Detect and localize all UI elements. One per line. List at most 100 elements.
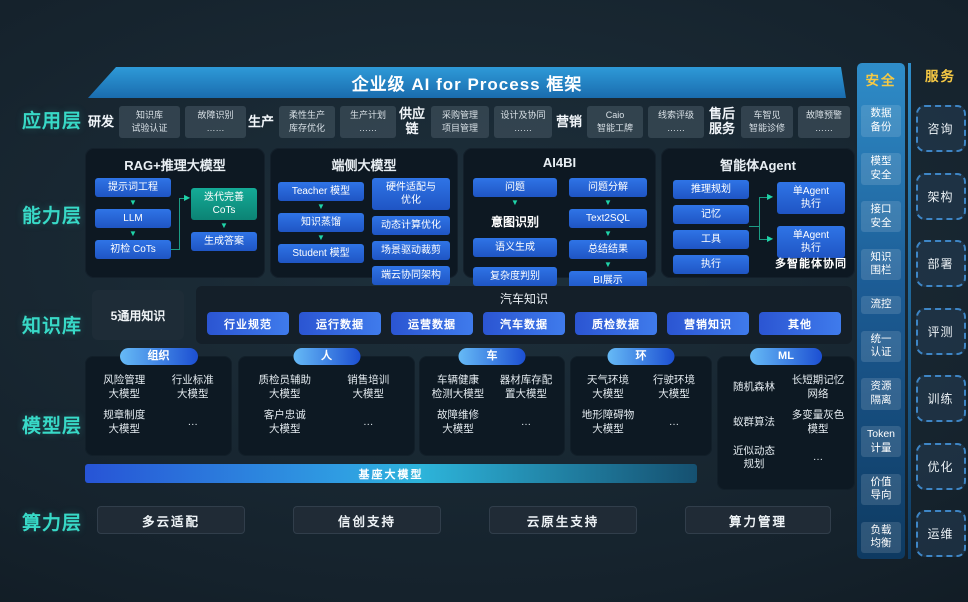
services-header: 服务 <box>925 69 956 84</box>
chip-line: 智能诊修 <box>748 123 785 133</box>
card-title: RAG+推理大模型 <box>124 158 226 173</box>
card-title: 智能体Agent <box>720 158 796 173</box>
app-group-label: 营销 <box>556 113 583 129</box>
edge-feature: 动态计算优化 <box>372 216 450 235</box>
framework-title-banner: 企业级 AI for Process 框架 <box>88 67 846 98</box>
model-card-environment: 环 天气环境 大模型 行驶环境 大模型 地形障碍物 大模型 … <box>570 348 712 456</box>
service-item: 架构 <box>915 172 966 220</box>
ai4bi-decompose: 问题分解 <box>569 178 647 197</box>
arrow-down-icon: ▼ <box>129 198 137 207</box>
multi-agent-note: 多智能体协同 <box>775 258 847 270</box>
capability-card-ai4bi: AI4BI 问题 ▼ 意图识别 语义生成 复杂度判别 问题分解 ▼ Text2S… <box>463 148 656 290</box>
app-group-label: 生产 <box>248 113 275 129</box>
ai4bi-summarize: 总结结果 <box>569 240 647 259</box>
knowledge-chip: 质检数据 <box>575 312 657 335</box>
knowledge-chip: 运营数据 <box>391 312 473 335</box>
ai4bi-intent-recognition: 意图识别 <box>490 215 539 229</box>
ai4bi-semantic-generation: 语义生成 <box>473 238 557 257</box>
card-title: 端侧大模型 <box>331 158 397 173</box>
model-item: 多变量灰色 模型 <box>791 409 845 435</box>
model-item: 天气环境 大模型 <box>587 374 629 400</box>
security-item: 模型 安全 <box>861 153 901 185</box>
chip-line: 知识库 <box>136 110 164 121</box>
app-chip: Caio 智能工牌 <box>587 106 644 138</box>
chip-line: 故障识别 <box>197 110 234 121</box>
ai4bi-text2sql: Text2SQL <box>569 209 647 228</box>
security-column: 安全 数据 备份 模型 安全 接口 安全 知识 围栏 流控 统一 认证 资源 隔… <box>857 63 905 559</box>
services-column: 服务 咨询 架构 部署 评测 训练 优化 运维 <box>913 63 968 559</box>
app-chip: 知识库 试验认证 <box>119 106 181 138</box>
agent-tools: 工具 <box>673 230 749 249</box>
app-group-label: 供应链 <box>398 106 425 136</box>
security-item: Token 计量 <box>861 426 901 458</box>
connector-line <box>759 239 767 240</box>
services-divider <box>908 63 911 559</box>
model-item: 行驶环境 大模型 <box>653 374 695 400</box>
ai4bi-question: 问题 <box>473 178 557 197</box>
model-pill: 组织 <box>119 348 198 365</box>
connector-line <box>759 197 767 198</box>
app-group-aftersales: 售后服务 车智见 智能诊修 故障预警 …… <box>708 100 850 144</box>
edge-distillation: 知识蒸馏 <box>278 213 364 232</box>
security-item: 流控 <box>861 296 901 315</box>
knowledge-chip: 行业规范 <box>207 312 289 335</box>
framework-title: 企业级 AI for Process 框架 <box>351 75 583 94</box>
model-item-ellipsis: … <box>187 416 199 429</box>
model-item: 蚁群算法 <box>733 416 775 429</box>
model-item: 故障维修 大模型 <box>437 409 479 435</box>
card-title: AI4BI <box>542 155 577 170</box>
arrow-down-icon: ▼ <box>604 229 612 238</box>
app-chip: 故障识别 …… <box>185 106 247 138</box>
app-group-label: 研发 <box>88 113 115 129</box>
chip-line: …… <box>815 123 833 133</box>
agent-single-exec: 单Agent 执行 <box>777 182 845 214</box>
knowledge-chip: 汽车数据 <box>483 312 565 335</box>
model-item-ellipsis: … <box>363 416 374 429</box>
model-item: 长短期记忆 网络 <box>791 374 845 400</box>
connector-line <box>179 198 185 199</box>
layer-label-knowledge: 知识库 <box>22 316 83 337</box>
model-item: 行业标准 大模型 <box>171 374 214 400</box>
layer-label-model: 模型层 <box>22 416 83 437</box>
security-item: 接口 安全 <box>861 200 901 233</box>
layer-label-capability: 能力层 <box>22 206 83 227</box>
chip-line: 柔性生产 <box>289 110 326 121</box>
model-item: 地形障碍物 大模型 <box>581 409 635 435</box>
model-item: 风险管理 大模型 <box>103 374 146 400</box>
security-item: 价值 导向 <box>861 473 901 506</box>
security-item: 资源 隔离 <box>861 378 901 410</box>
chip-line: …… <box>206 123 225 133</box>
layer-label-compute: 算力层 <box>22 513 83 534</box>
security-header: 安全 <box>865 73 897 88</box>
service-item: 优化 <box>915 442 966 490</box>
app-chip: 线索评级 …… <box>648 106 705 138</box>
rag-step-init-cots: 初检 CoTs <box>95 240 171 259</box>
arrow-down-icon: ▼ <box>604 198 612 207</box>
model-card-organization: 组织 风险管理 大模型 行业标准 大模型 规章制度 大模型 … <box>85 348 232 456</box>
agent-memory: 记忆 <box>673 205 749 224</box>
compute-item-management: 算力管理 <box>685 506 831 534</box>
rag-step-answer: 生成答案 <box>191 232 257 251</box>
compute-item-xinchuang: 信创支持 <box>293 506 441 534</box>
chip-line: 故障预警 <box>805 110 842 121</box>
edge-student-model: Student 模型 <box>278 244 364 263</box>
rag-step-prompt: 提示词工程 <box>95 178 171 197</box>
app-chip: 设计及协同 …… <box>494 106 552 138</box>
knowledge-chip: 其他 <box>759 312 841 335</box>
capability-card-rag: RAG+推理大模型 提示词工程 ▼ LLM ▼ 初检 CoTs ▶ 迭代完善 C… <box>85 148 265 278</box>
arrow-right-icon: ▶ <box>767 192 774 201</box>
connector-line <box>759 197 760 239</box>
connector-line <box>171 249 179 250</box>
edge-feature: 端云协同架构 <box>372 266 450 285</box>
ai4bi-display: BI展示 <box>569 271 647 290</box>
agent-planning: 推理规划 <box>673 180 749 199</box>
chip-line: 生产计划 <box>350 110 387 121</box>
capability-card-edge: 端侧大模型 Teacher 模型 ▼ 知识蒸馏 ▼ Student 模型 硬件适… <box>270 148 458 285</box>
layer-label-application: 应用层 <box>22 111 83 132</box>
model-item: 规章制度 大模型 <box>103 409 146 435</box>
chip-line: Caio <box>605 110 625 121</box>
model-item: 车辆健康 检测大模型 <box>431 374 485 400</box>
rag-step-llm: LLM <box>95 209 171 228</box>
app-group-production: 生产 柔性生产 库存优化 生产计划 …… <box>248 100 397 144</box>
model-item: 随机森林 <box>733 380 775 393</box>
